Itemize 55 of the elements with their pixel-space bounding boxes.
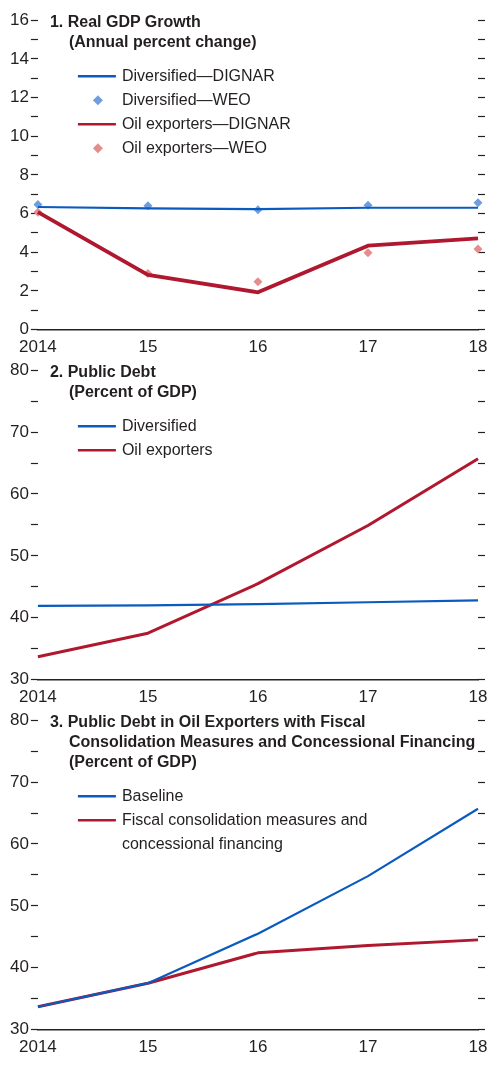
y-tick-label: 8 <box>19 164 29 184</box>
y-tick-label: 70 <box>9 421 29 441</box>
y-tick-label: 6 <box>19 203 29 223</box>
legend-label: Oil exporters <box>121 440 213 458</box>
legend-label: Oil exporters—DIGNAR <box>121 114 291 132</box>
legend-label: Diversified <box>121 416 197 434</box>
legend-label: Fiscal consolidation measures and concessional financing <box>121 810 368 852</box>
y-tick-label: 80 <box>9 709 29 729</box>
x-tick-label: 2014 <box>19 687 57 707</box>
y-tick-label: 0 <box>19 319 29 339</box>
x-tick-label: 15 <box>138 687 158 707</box>
text: (Percent of GDP) <box>68 752 197 770</box>
y-tick-label: 10 <box>9 125 29 145</box>
x-tick-label: 15 <box>138 337 158 357</box>
y-tick-label: 60 <box>9 483 29 503</box>
y-tick-label: 30 <box>9 669 29 689</box>
x-tick-label: 15 <box>138 1037 158 1057</box>
y-tick-label: 50 <box>9 545 29 565</box>
chart-title: 1. Real GDP Growth <box>49 12 201 30</box>
x-tick-label: 16 <box>248 1037 268 1057</box>
y-tick-label: 30 <box>9 1019 29 1039</box>
y-tick-label: 40 <box>9 607 29 627</box>
chart-title: 2. Public Debt <box>49 362 157 380</box>
x-tick-label: 16 <box>248 337 268 357</box>
point <box>473 198 483 208</box>
legend-label: Baseline <box>121 786 184 804</box>
legend-label: Diversified—WEO <box>121 90 251 108</box>
text: (Percent of GDP) <box>68 382 197 400</box>
x-tick-label: 18 <box>468 687 488 707</box>
x-tick-label: 16 <box>248 687 268 707</box>
x-tick-label: 2014 <box>19 1037 57 1057</box>
y-tick-label: 50 <box>9 895 29 915</box>
y-tick-label: 40 <box>9 957 29 977</box>
legend-label: Diversified—DIGNAR <box>121 66 275 84</box>
y-tick-label: 2 <box>19 280 29 300</box>
point <box>253 277 263 287</box>
y-tick-label: 12 <box>9 87 29 107</box>
point <box>473 244 483 254</box>
text: (Annual percent change) <box>68 32 257 50</box>
y-tick-label: 70 <box>9 771 29 791</box>
y-tick-label: 60 <box>9 833 29 853</box>
x-tick-label: 17 <box>358 337 378 357</box>
x-tick-label: 17 <box>358 687 378 707</box>
y-tick-label: 80 <box>9 359 29 379</box>
point <box>33 199 43 209</box>
y-tick-label: 16 <box>9 9 29 29</box>
legend-label: Oil exporters—WEO <box>121 138 267 156</box>
x-tick-label: 2014 <box>19 337 57 357</box>
chart-title: 3. Public Debt in Oil Exporters with Fiscal Consolidation Measures and Concessional Financing <box>49 712 476 750</box>
x-tick-label: 17 <box>358 1037 378 1057</box>
x-tick-label: 18 <box>468 337 488 357</box>
x-tick-label: 18 <box>468 1037 488 1057</box>
y-tick-label: 14 <box>9 48 29 68</box>
point <box>363 248 373 258</box>
y-tick-label: 4 <box>19 241 29 261</box>
